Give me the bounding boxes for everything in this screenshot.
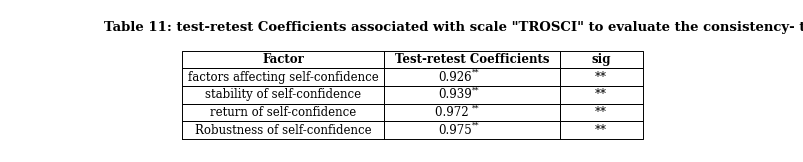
Text: 0.975: 0.975: [438, 124, 471, 137]
Text: Table 11: test-retest Coefficients associated with scale "TROSCI" to evaluate th: Table 11: test-retest Coefficients assoc…: [104, 21, 803, 34]
Text: 0.926: 0.926: [438, 71, 471, 84]
Text: **: **: [471, 87, 479, 94]
Text: **: **: [594, 106, 606, 119]
Text: **: **: [471, 104, 479, 112]
Text: return of self-confidence: return of self-confidence: [210, 106, 356, 119]
Text: **: **: [471, 69, 479, 77]
Text: factors affecting self-confidence: factors affecting self-confidence: [187, 71, 378, 84]
Text: **: **: [471, 122, 479, 130]
Text: **: **: [594, 88, 606, 101]
Text: **: **: [594, 71, 606, 84]
Text: **: **: [594, 124, 606, 137]
Text: stability of self-confidence: stability of self-confidence: [205, 88, 361, 101]
Text: 0.939: 0.939: [438, 88, 471, 101]
Text: 0.972: 0.972: [434, 106, 471, 119]
Text: Factor: Factor: [262, 53, 304, 66]
Text: Robustness of self-confidence: Robustness of self-confidence: [194, 124, 371, 137]
Text: Test-retest Coefficients: Test-retest Coefficients: [394, 53, 548, 66]
Text: sig: sig: [591, 53, 610, 66]
